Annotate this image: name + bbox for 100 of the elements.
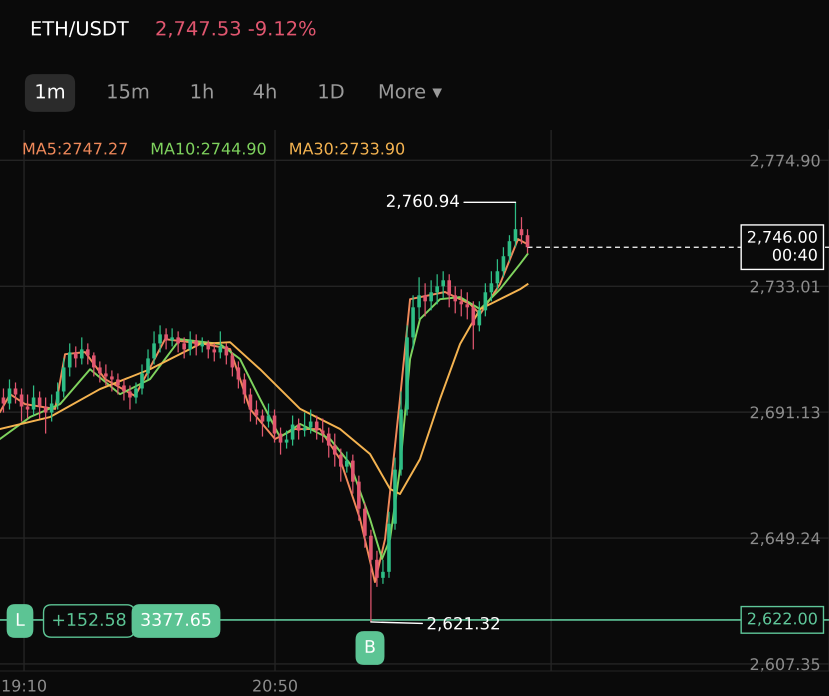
y-tick-label: 2,649.24 bbox=[750, 532, 820, 546]
y-tick-label: 2,774.90 bbox=[750, 154, 820, 168]
candlestick bbox=[86, 342, 90, 366]
annotation: B bbox=[366, 640, 375, 653]
ref-line-label: 2,746.00 00:40 bbox=[748, 230, 817, 261]
candlestick bbox=[26, 394, 30, 420]
text: 15m bbox=[108, 84, 148, 99]
candlestick bbox=[484, 282, 488, 317]
annotation: L bbox=[16, 613, 25, 626]
text: MA10:2744.90 bbox=[152, 142, 266, 155]
candlestick bbox=[435, 274, 439, 305]
candlestick bbox=[278, 426, 282, 456]
chart-title: ETH/USDT bbox=[32, 20, 129, 38]
text: 1D bbox=[319, 84, 344, 98]
candlestick bbox=[472, 300, 476, 350]
text: MA5:2747.27 bbox=[24, 142, 127, 155]
candlestick bbox=[116, 372, 120, 396]
candlestick bbox=[8, 378, 12, 410]
candlestick bbox=[447, 274, 452, 308]
y-tick-label: 2,607.35 bbox=[750, 658, 820, 672]
candlestick bbox=[134, 382, 138, 404]
candlestick bbox=[423, 282, 427, 317]
candlestick bbox=[351, 454, 355, 494]
candlestick bbox=[164, 328, 168, 350]
text: More ▾ bbox=[380, 84, 442, 99]
candlestick bbox=[92, 352, 96, 378]
candlestick bbox=[332, 432, 337, 468]
ref-line-label: 2,622.00 bbox=[748, 612, 817, 626]
text: 4h bbox=[254, 84, 276, 98]
candlestick bbox=[314, 414, 318, 440]
candlestick bbox=[140, 364, 144, 396]
candlestick bbox=[345, 450, 349, 474]
candlestick bbox=[417, 276, 421, 320]
candlestick bbox=[104, 364, 108, 386]
candlestick bbox=[465, 292, 470, 320]
annotation: 2,760.94 bbox=[386, 194, 459, 209]
candlestick bbox=[182, 336, 186, 360]
text: 1h bbox=[192, 84, 213, 98]
candlestick bbox=[170, 328, 174, 348]
y-tick-label: 2,691.13 bbox=[750, 406, 820, 420]
candlestick bbox=[308, 408, 312, 434]
candlestick bbox=[146, 348, 150, 380]
x-tick-label: 19:10 bbox=[2, 680, 46, 692]
candlestick bbox=[296, 418, 300, 440]
candlestick bbox=[38, 390, 42, 420]
candlestick bbox=[302, 412, 306, 438]
candlestick bbox=[128, 384, 132, 410]
candlestick bbox=[212, 342, 216, 362]
candlestick bbox=[338, 448, 343, 482]
candlestick bbox=[496, 258, 500, 290]
candlestick bbox=[290, 414, 294, 446]
candlestick bbox=[254, 400, 258, 426]
candlestick bbox=[122, 378, 126, 402]
candlestick bbox=[441, 270, 445, 299]
candlestick bbox=[188, 330, 192, 356]
line-series bbox=[0, 283, 528, 495]
candlestick bbox=[224, 342, 228, 366]
candlestick bbox=[206, 340, 210, 360]
candlestick bbox=[2, 388, 6, 414]
candlestick bbox=[459, 288, 464, 317]
candlestick bbox=[320, 418, 325, 444]
candlestick bbox=[266, 402, 270, 428]
candlestick bbox=[56, 382, 60, 410]
candlestick bbox=[50, 394, 54, 422]
candlestick bbox=[375, 550, 379, 588]
candlestick bbox=[514, 202, 518, 248]
candlestick bbox=[158, 324, 162, 354]
text: 1m bbox=[36, 84, 64, 98]
candlestick bbox=[44, 396, 48, 434]
candlestick bbox=[110, 370, 114, 392]
candlestick bbox=[218, 330, 222, 360]
candlestick bbox=[80, 336, 84, 366]
candlestick bbox=[478, 300, 482, 332]
candlestick bbox=[32, 384, 36, 416]
candlestick bbox=[272, 408, 276, 444]
x-tick-label: 20:50 bbox=[253, 680, 297, 692]
candlestick bbox=[242, 372, 246, 404]
candlestick bbox=[508, 234, 512, 263]
candlestick bbox=[520, 216, 524, 245]
chart-subtitle: 2,747.53 -9.12% bbox=[156, 20, 316, 38]
annotation: 3377.65 bbox=[141, 612, 210, 626]
candlestick bbox=[248, 388, 252, 422]
candlestick bbox=[429, 280, 433, 311]
text: MA30:2733.90 bbox=[290, 142, 404, 155]
candlestick bbox=[490, 270, 494, 302]
y-tick-label: 2,733.01 bbox=[750, 280, 820, 294]
candlestick bbox=[453, 286, 458, 314]
candlestick bbox=[176, 330, 180, 354]
candlestick bbox=[284, 430, 288, 450]
annotation: 2,621.32 bbox=[428, 616, 500, 632]
candlestick bbox=[74, 346, 78, 368]
candlestick bbox=[68, 342, 72, 378]
annotation: +152.58 bbox=[53, 612, 126, 626]
candlestick bbox=[236, 360, 240, 390]
candlestick bbox=[20, 388, 24, 422]
candlestick bbox=[502, 246, 506, 278]
candlestick bbox=[260, 408, 264, 438]
candlestick bbox=[14, 382, 18, 404]
candlestick bbox=[230, 352, 234, 378]
candlestick bbox=[526, 228, 530, 254]
